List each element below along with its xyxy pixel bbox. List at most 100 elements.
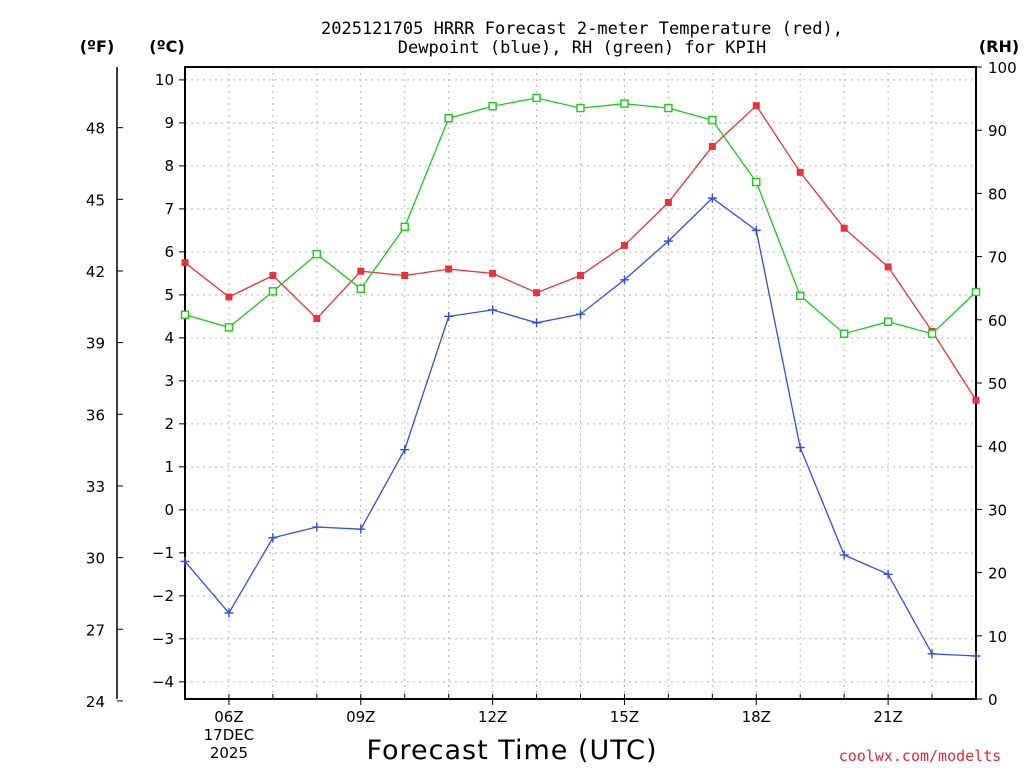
time-tick-label: 15Z <box>610 708 639 726</box>
rh-point <box>180 310 190 319</box>
rh-tick-label: 20 <box>988 565 1007 583</box>
celsius-tick-label: −1 <box>152 544 174 562</box>
fahrenheit-tick-label: 45 <box>86 191 105 209</box>
credit-label: coolwx.com/modelts <box>839 747 1002 765</box>
fahrenheit-tick-label: 24 <box>86 693 105 711</box>
fahrenheit-unit-label: (ºF) <box>80 37 115 56</box>
celsius-tick-label: −3 <box>152 630 174 648</box>
dewpoint-point <box>444 311 454 321</box>
dewpoint-point <box>224 608 234 618</box>
fahrenheit-tick-label: 39 <box>86 335 105 353</box>
rh-tick-label: 90 <box>988 122 1007 140</box>
dewpoint-point <box>312 522 322 532</box>
celsius-tick-label: 1 <box>164 458 174 476</box>
dewpoint-point <box>839 550 849 560</box>
temperature-point <box>533 289 541 297</box>
rh-tick-label: 60 <box>988 312 1007 330</box>
rh-tick-label: 0 <box>988 691 998 709</box>
rh-tick-label: 80 <box>988 185 1007 203</box>
fahrenheit-tick-label: 30 <box>86 550 105 568</box>
rh-point <box>620 99 629 108</box>
rh-point <box>444 113 453 123</box>
dewpoint-point <box>488 305 498 315</box>
rh-tick-label: 100 <box>988 59 1017 77</box>
celsius-tick-label: −2 <box>152 587 174 605</box>
fahrenheit-tick-label: 27 <box>86 621 105 639</box>
rh-point <box>224 323 234 332</box>
dewpoint-point <box>356 524 366 534</box>
data-series <box>180 93 981 661</box>
time-tick-label: 12Z <box>478 708 507 726</box>
dewpoint-point <box>532 318 542 328</box>
celsius-tick-label: 7 <box>164 200 174 218</box>
celsius-tick-label: 2 <box>164 415 174 433</box>
temperature-point <box>972 396 980 404</box>
time-tick-label: 21Z <box>873 708 902 726</box>
temperature-point <box>796 168 804 176</box>
rh-tick-label: 40 <box>988 438 1007 456</box>
temperature-point <box>401 272 409 280</box>
rh-tick-label: 30 <box>988 501 1007 519</box>
rh-tick-label: 10 <box>988 628 1007 646</box>
celsius-tick-label: 3 <box>164 372 174 390</box>
celsius-unit-label: (ºC) <box>149 37 184 56</box>
temperature-point <box>752 102 760 110</box>
rh-point <box>268 287 278 296</box>
dewpoint-point <box>576 309 585 319</box>
time-tick-label: 18Z <box>742 708 771 726</box>
rh-tick-label: 70 <box>988 249 1007 267</box>
temperature-point <box>840 224 848 232</box>
fahrenheit-tick-label: 42 <box>86 263 105 281</box>
temperature-point <box>708 143 716 151</box>
rh-tick-label: 50 <box>988 375 1007 393</box>
celsius-tick-label: 4 <box>164 329 174 347</box>
temperature-point <box>577 272 584 280</box>
celsius-tick-label: 6 <box>164 243 174 261</box>
celsius-tick-label: 8 <box>164 157 174 175</box>
time-tick-label: 17DEC <box>204 726 255 744</box>
rh-point <box>664 103 673 113</box>
rh-point <box>927 329 937 338</box>
celsius-tick-label: −4 <box>152 673 174 691</box>
dewpoint-point <box>971 651 981 661</box>
temperature-point <box>357 267 365 275</box>
rh-point <box>839 329 849 338</box>
fahrenheit-tick-label: 33 <box>86 478 105 496</box>
temperature-point <box>225 293 233 301</box>
rh-unit-label: (RH) <box>979 37 1019 56</box>
rh-point <box>400 222 409 232</box>
dewpoint-point <box>751 225 761 235</box>
temperature-point <box>181 259 189 267</box>
temperature-point <box>884 263 892 271</box>
temperature-point <box>489 269 497 277</box>
rh-point <box>312 249 322 259</box>
temperature-point <box>620 241 628 249</box>
rh-point <box>708 115 717 125</box>
rh-point <box>576 103 585 113</box>
dewpoint-point <box>795 442 805 452</box>
rh-point <box>532 93 541 103</box>
rh-point <box>971 287 981 297</box>
temperature-point <box>269 272 277 280</box>
rh-point <box>752 177 761 187</box>
celsius-tick-label: 9 <box>164 114 174 132</box>
time-tick-label: 2025 <box>210 744 248 762</box>
rh-point <box>356 284 365 294</box>
x-axis-title: Forecast Time (UTC) <box>366 735 657 766</box>
chart-title-line-2: Dewpoint (blue), RH (green) for KPIH <box>398 38 766 58</box>
fahrenheit-tick-label: 36 <box>86 406 105 424</box>
temperature-point <box>313 315 321 323</box>
fahrenheit-tick-label: 48 <box>86 120 105 138</box>
dewpoint-point <box>663 236 673 246</box>
celsius-tick-label: 0 <box>164 501 174 519</box>
temperature-point <box>664 198 672 206</box>
time-tick-label: 06Z <box>214 708 243 726</box>
dewpoint-point <box>180 556 190 566</box>
rh-point <box>796 291 805 300</box>
dewpoint-point <box>400 445 410 455</box>
time-tick-label: 09Z <box>346 708 375 726</box>
temperature-point <box>445 265 453 273</box>
